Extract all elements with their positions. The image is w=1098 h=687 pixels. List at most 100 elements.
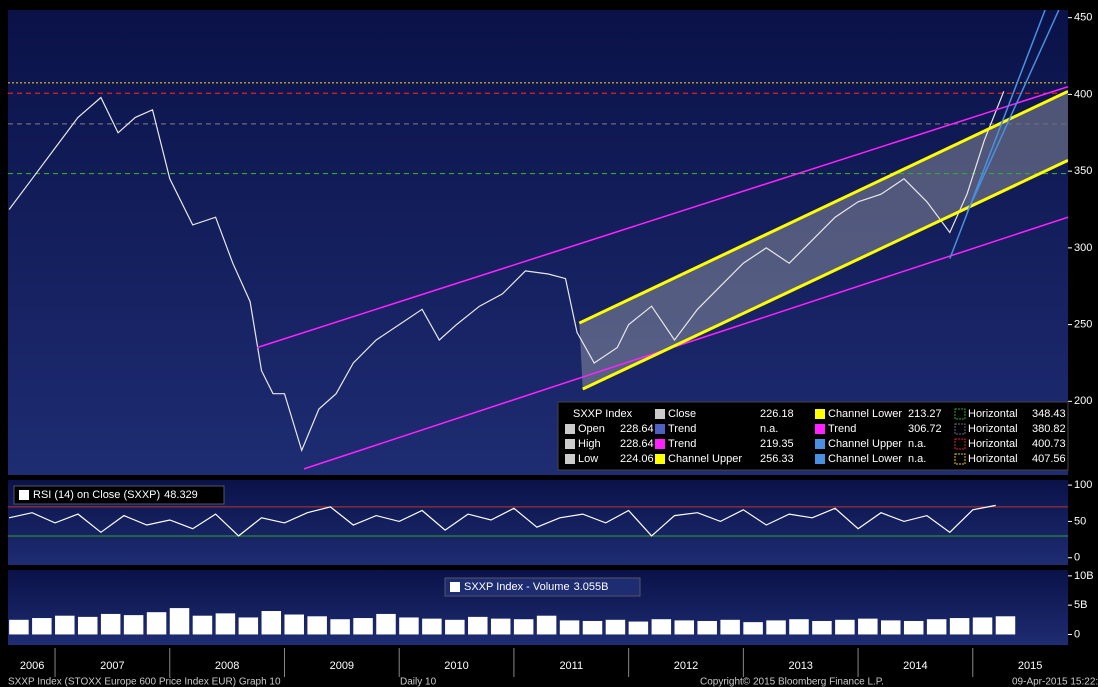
price-line	[8, 504, 996, 537]
x-tick-label: 2014	[903, 660, 927, 672]
legend-swatch	[954, 423, 966, 435]
x-tick-label: 2011	[559, 660, 583, 672]
legend-value: n.a.	[908, 453, 926, 465]
trend-line	[256, 86, 1068, 349]
x-tick-label: 2006	[20, 660, 44, 672]
legend-swatch	[655, 424, 665, 434]
legend-label: Channel Upper	[668, 453, 742, 465]
legend-value: 3.055B	[574, 581, 609, 593]
legend-box	[13, 485, 225, 505]
legend-label: Close	[668, 408, 696, 420]
volume-bar	[536, 615, 557, 635]
legend-label: SXXP Index	[573, 408, 633, 420]
y-tick-label: 5B	[1074, 599, 1087, 611]
legend-swatch	[815, 439, 825, 449]
legend-swatch	[655, 409, 665, 419]
legend-label: Channel Upper	[828, 438, 902, 450]
y-tick-label: 10B	[1074, 570, 1094, 582]
legend-value: 380.82	[1032, 423, 1066, 435]
plot	[8, 10, 1068, 470]
volume-bar	[559, 620, 580, 635]
legend-label: RSI (14) on Close (SXXP)	[33, 489, 160, 501]
volume-bar	[445, 619, 465, 635]
x-tick-label: 2010	[444, 660, 468, 672]
volume-bar	[766, 620, 786, 635]
volume-bar	[881, 620, 901, 635]
volume-bar	[32, 618, 52, 635]
legend-swatch	[565, 439, 575, 449]
price-line	[8, 91, 1005, 453]
footer-text: 09-Apr-2015 15:22:3	[1012, 677, 1098, 687]
volume-bar	[100, 613, 121, 635]
footer-text: Copyright© 2015 Bloomberg Finance L.P.	[700, 677, 884, 687]
legend-value: 219.35	[760, 438, 794, 450]
volume-bar	[468, 616, 488, 635]
legend-swatch	[19, 490, 29, 500]
volume-bar	[399, 617, 419, 635]
legend-swatch	[565, 454, 575, 464]
legend-value: 306.72	[908, 423, 942, 435]
footer-text: Daily 10	[400, 677, 437, 687]
volume-bar	[490, 618, 511, 635]
legend-value: 226.18	[760, 408, 794, 420]
legend-label: High	[578, 438, 601, 450]
trend-line	[582, 159, 1068, 391]
plot	[8, 504, 1068, 537]
legend-swatch	[815, 454, 825, 464]
y-tick-label: 300	[1074, 242, 1092, 254]
legend-value: 400.73	[1032, 438, 1066, 450]
legend-swatch	[815, 409, 825, 419]
volume-bar	[513, 619, 534, 635]
x-tick-label: 2013	[788, 660, 812, 672]
legend-label: Horizontal	[968, 438, 1018, 450]
legend-label: Trend	[668, 423, 696, 435]
volume-bar	[789, 619, 809, 635]
volume-bar	[192, 615, 213, 635]
volume-bar	[743, 622, 763, 635]
legend-value: n.a.	[760, 423, 778, 435]
legend-value: 48.329	[164, 489, 198, 501]
volume-bar	[9, 619, 29, 635]
legend-label: Trend	[668, 438, 696, 450]
footer-text: SXXP Index (STOXX Europe 600 Price Index…	[8, 677, 281, 687]
y-tick-label: 0	[1074, 628, 1080, 640]
trend-line	[966, 10, 1060, 213]
x-tick-label: 2015	[1018, 660, 1042, 672]
y-tick-label: 450	[1074, 12, 1092, 24]
legend-swatch	[815, 424, 825, 434]
x-tick-label: 2008	[215, 660, 239, 672]
volume-bar	[995, 616, 1016, 635]
trend-line	[303, 216, 1068, 470]
legend-value: 256.33	[760, 453, 794, 465]
legend-swatch	[655, 454, 665, 464]
y-tick-label: 100	[1074, 479, 1092, 491]
legend-swatch	[565, 424, 575, 434]
volume-bar	[628, 621, 649, 635]
volume-bar	[376, 613, 396, 635]
volume-bar	[949, 618, 970, 635]
volume-bar	[330, 619, 350, 635]
volume-bar	[903, 620, 924, 635]
volume-bar	[972, 617, 993, 635]
volume-bar	[261, 611, 282, 635]
plot	[9, 608, 1016, 635]
legend-value: 224.06	[620, 453, 654, 465]
legend-box	[557, 401, 1069, 471]
panel-axis	[1068, 480, 1098, 565]
panel-axis	[1068, 10, 1098, 475]
legend-value: 228.64	[620, 438, 654, 450]
volume-bar	[697, 620, 717, 635]
legend-value: 407.56	[1032, 453, 1066, 465]
legend-label: Trend	[828, 423, 856, 435]
volume-bar	[169, 608, 190, 635]
y-tick-label: 250	[1074, 319, 1092, 331]
legend-swatch	[954, 453, 966, 465]
legend-swatch	[954, 438, 966, 450]
legend-label: Horizontal	[968, 408, 1018, 420]
x-tick-label: 2009	[330, 660, 354, 672]
volume-bar	[605, 619, 626, 635]
volume-bar	[215, 613, 236, 635]
y-tick-label: 350	[1074, 165, 1092, 177]
y-tick-label: 50	[1074, 515, 1086, 527]
